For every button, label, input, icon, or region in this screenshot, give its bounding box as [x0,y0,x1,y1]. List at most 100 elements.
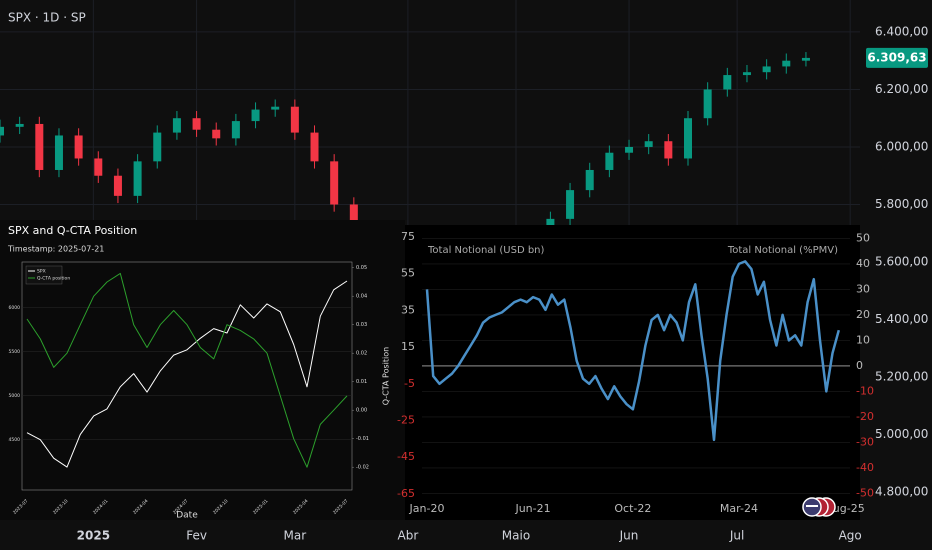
annotation: Total Notional (USD bn) [427,245,545,256]
y-tick-label: -45 [397,450,415,463]
x-axis-label: Date [176,511,198,521]
candle-body [94,158,103,176]
x-tick-label: Oct-22 [614,502,651,515]
y2-tick-label: 30 [856,282,870,295]
x-tick-label: Jan-20 [409,502,445,515]
y-tick-label: -65 [397,487,415,500]
y-tick-label: 6000 [9,305,21,311]
candle-body [0,126,4,136]
y2-tick-label: 0.05 [356,265,367,271]
y2-tick-label: -0.02 [356,465,369,471]
x-tick-label: Mar [284,529,307,543]
x-tick-label: 2025 [77,529,110,543]
candle-body [172,118,181,133]
series-line [425,260,841,442]
candle-body [212,129,221,139]
x-tick-label: Ago [839,529,862,543]
y2-tick-label: -0.01 [356,436,369,442]
candle-body [742,72,751,76]
y2-tick-label: 0.03 [356,322,367,328]
candle-body [290,106,299,133]
candle-body [566,190,575,219]
y2-tick-label: 40 [856,257,870,270]
y-tick-label: 4.800,00 [875,485,928,499]
y-tick-label: 5000 [9,393,21,399]
right-inset-chart: 75 55 35 15 -5 -25 -45 -65 50 40 30 20 10 0 -10 -20 -30 -… [397,230,874,515]
y-tick-label: 5.000,00 [875,427,928,441]
candle-body [54,135,63,170]
flag-icons [802,497,836,517]
candle-body [113,175,122,196]
y2-tick-label: 20 [856,308,870,321]
y-tick-label: 6.000,00 [875,139,928,153]
candle-body [605,152,614,170]
candle-body [723,75,732,90]
icon [806,505,818,507]
candle-body [703,89,712,119]
candle-body [231,121,240,139]
left-inset-panel [0,220,405,520]
annotation: Total Notional (%PMV) [727,245,838,256]
candle-body [801,57,810,61]
candle-body [644,141,653,147]
x-tick-label: Maio [502,529,530,543]
legend-label: Q-CTA position [37,276,70,282]
x-tick-label: Jun [619,529,639,543]
y-tick-label: 6.400,00 [875,24,928,38]
plot-frame [21,261,353,491]
candle-body [15,123,24,127]
y-tick-label: 6.200,00 [875,82,928,96]
chart-title: SPX and Q-CTA Position [8,224,137,237]
candle-body [585,169,594,191]
y-tick-label: 5.800,00 [875,197,928,211]
chart-subtitle: Timestamp: 2025-07-21 [7,245,104,254]
y2-tick-label: -30 [856,435,874,448]
candle-body [271,106,280,110]
y2-axis-label: Q-CTA Position [382,347,391,405]
y-tick-label: 75 [401,230,415,243]
y2-tick-label: 0 [856,359,863,372]
x-tick-label: Mar-24 [720,502,758,515]
y2-tick-label: -20 [856,410,874,423]
y2-tick-label: -10 [856,384,874,397]
y-tick-label: 35 [401,303,415,316]
y2-tick-label: 0.04 [356,294,367,300]
x-tick-label: Abr [398,529,419,543]
candle-body [153,132,162,162]
right-inset-panel [405,225,860,520]
x-tick-label: Fev [186,529,207,543]
y2-tick-label: 0.00 [356,408,367,414]
y-tick-label: 15 [401,340,415,353]
candle-body [310,132,319,162]
candle-body [782,60,791,67]
legend-label: SPX [37,269,46,275]
y2-tick-label: 10 [856,333,870,346]
y-tick-label: 5.200,00 [875,370,928,384]
y-tick-label: 5500 [9,349,21,355]
y2-tick-label: 0.01 [356,379,367,385]
y2-tick-label: 50 [856,231,870,244]
y2-tick-label: -50 [856,486,874,499]
y-tick-label: 5.400,00 [875,312,928,326]
x-tick-label: Jun-21 [514,502,550,515]
chart-title: SPX · 1D · SP [8,11,86,25]
y-tick-label: 55 [401,267,415,280]
candle-body [762,66,771,73]
y-tick-label: -25 [397,414,415,427]
candle-body [625,146,634,153]
series-line [26,272,348,468]
y2-tick-label: 0.02 [356,351,367,357]
last-price-label: 6.309,63 [867,50,926,64]
candle-body [192,118,201,130]
candle-body [251,109,260,122]
candle-body [684,118,692,159]
y-tick-label: -5 [404,377,415,390]
candle-body [133,161,142,196]
candle-body [664,141,673,159]
candle-body [330,161,339,205]
candle-body [74,135,83,159]
x-tick-label: Jul [729,529,744,543]
y2-tick-label: -40 [856,461,874,474]
y-tick-label: 4500 [9,437,21,443]
